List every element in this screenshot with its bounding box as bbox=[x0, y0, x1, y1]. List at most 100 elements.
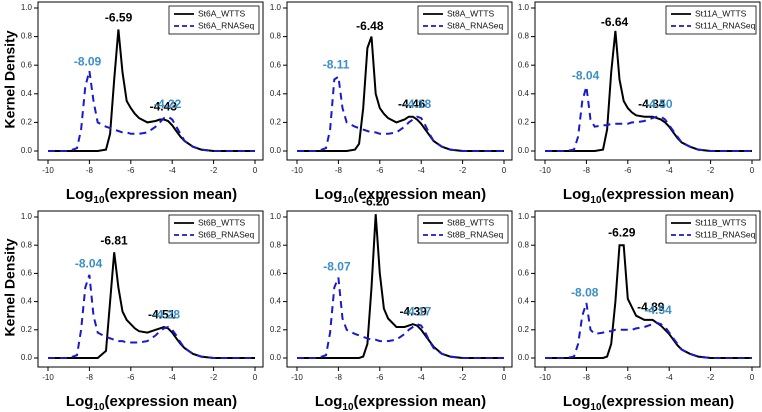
density-line bbox=[48, 274, 255, 359]
panel: 0.00.20.40.60.81.0-10 -8 -6 -4 -2 0Log10(expr… bbox=[270, 194, 513, 412]
legend-label: St6B_RNASeq bbox=[198, 229, 254, 239]
x-tick-label: -4 bbox=[169, 373, 177, 382]
x-axis-label-part: Log bbox=[66, 186, 94, 203]
peak-label: -4.84 bbox=[638, 97, 666, 111]
y-tick-label: 0.0 bbox=[21, 146, 33, 155]
x-tick-label: -4 bbox=[418, 166, 426, 175]
density-line bbox=[545, 30, 752, 152]
peak-label: -4.46 bbox=[398, 97, 426, 111]
plot-frame bbox=[37, 210, 264, 368]
panel: 0.00.20.40.60.81.0-10 -8 -6 -4 -2 0Log10(expr… bbox=[2, 210, 264, 412]
density-line bbox=[48, 70, 255, 152]
plot-frame bbox=[286, 210, 513, 368]
y-tick-label: 0.0 bbox=[518, 353, 530, 362]
x-tick-label: -2 bbox=[459, 373, 467, 382]
y-tick-label: 0.8 bbox=[21, 32, 33, 41]
x-axis-label-part: 10 bbox=[590, 195, 602, 206]
x-tick-label: -8 bbox=[86, 373, 94, 382]
y-tick-label: 0.6 bbox=[21, 60, 33, 69]
density-line bbox=[297, 74, 504, 152]
x-tick-label: 0 bbox=[750, 166, 755, 175]
plot-frame bbox=[286, 1, 513, 161]
x-tick-label: 0 bbox=[253, 373, 258, 382]
panel: 0.00.20.40.60.81.0-10 -8 -6 -4 -2 0Log10(expr… bbox=[270, 1, 513, 206]
x-tick-label: -10 bbox=[539, 373, 551, 382]
x-axis-label: Log10(expression mean) bbox=[66, 393, 237, 412]
x-tick-label: -2 bbox=[210, 166, 218, 175]
peak-label: -8.11 bbox=[323, 58, 350, 72]
y-tick-label: 0.4 bbox=[21, 297, 33, 306]
x-tick-label: -8 bbox=[583, 373, 591, 382]
peak-label: -4.54 bbox=[644, 303, 672, 317]
panel: 0.00.20.40.60.81.0-10 -8 -6 -4 -2 0Log10(expr… bbox=[518, 1, 761, 206]
y-tick-label: 0.6 bbox=[518, 269, 530, 278]
density-line bbox=[297, 214, 504, 359]
peak-label: -4.39 bbox=[399, 304, 427, 318]
x-tick-label: 0 bbox=[502, 166, 507, 175]
peak-label: -4.28 bbox=[153, 307, 181, 321]
legend-label: St6B_WTTS bbox=[198, 217, 246, 227]
legend: St6A_WTTS St6A_RNASeq bbox=[168, 5, 260, 35]
y-tick-label: 0.2 bbox=[518, 118, 530, 127]
y-tick-label: 1.0 bbox=[21, 3, 33, 12]
y-tick-label: 0.6 bbox=[21, 269, 33, 278]
x-tick-label: -6 bbox=[127, 373, 135, 382]
y-tick-label: 0.0 bbox=[21, 353, 33, 362]
peak-label: -8.04 bbox=[572, 68, 600, 82]
y-tick-label: 1.0 bbox=[518, 212, 530, 221]
panel: 0.00.20.40.60.81.0-10 -8 -6 -4 -2 0Log10(expr… bbox=[518, 210, 761, 412]
legend: St11B_WTTS St11B_RNASeq bbox=[665, 214, 757, 244]
y-tick-label: 0.6 bbox=[518, 60, 530, 69]
x-axis-label: Log10(expression mean) bbox=[315, 186, 486, 206]
legend-box bbox=[168, 214, 260, 244]
density-line bbox=[545, 244, 752, 359]
peak-label: -6.59 bbox=[105, 11, 133, 25]
legend-box bbox=[168, 5, 260, 35]
y-tick-label: 1.0 bbox=[21, 212, 33, 221]
legend: St8A_WTTS St8A_RNASeq bbox=[417, 5, 509, 35]
y-tick-label: 0.8 bbox=[518, 32, 530, 41]
y-tick-label: 0.8 bbox=[270, 32, 282, 41]
peak-label: -8.09 bbox=[74, 55, 102, 69]
peak-label: -6.81 bbox=[100, 234, 128, 248]
x-tick-label: -2 bbox=[707, 166, 715, 175]
peak-label: -8.04 bbox=[75, 256, 103, 270]
peak-label: -6.48 bbox=[356, 19, 384, 33]
y-tick-label: 0.8 bbox=[21, 240, 33, 249]
x-axis-label-part: 10 bbox=[93, 195, 105, 206]
x-tick-label: -6 bbox=[376, 166, 384, 175]
y-tick-label: 0.2 bbox=[270, 118, 282, 127]
x-tick-label: -2 bbox=[210, 373, 218, 382]
x-tick-label: -2 bbox=[459, 166, 467, 175]
legend: St11A_WTTS St11A_RNASeq bbox=[665, 5, 757, 35]
x-axis-label-part: Log bbox=[315, 186, 343, 203]
y-tick-label: 0.4 bbox=[518, 89, 530, 98]
x-axis-label-part: Log bbox=[563, 393, 591, 410]
peak-label: -8.08 bbox=[571, 286, 599, 300]
x-tick-label: -8 bbox=[583, 166, 591, 175]
legend-label: St11A_WTTS bbox=[695, 8, 747, 18]
peak-label: -4.51 bbox=[148, 308, 176, 322]
x-axis-label-part: Log bbox=[315, 393, 343, 410]
x-tick-label: -4 bbox=[666, 373, 674, 382]
x-tick-label: -8 bbox=[86, 166, 94, 175]
y-tick-label: 0.0 bbox=[270, 146, 282, 155]
legend-label: St6A_RNASeq bbox=[198, 20, 254, 30]
y-axis-label: Kernel Density bbox=[2, 238, 18, 336]
plot-frame bbox=[37, 1, 264, 161]
peak-label: -4.22 bbox=[154, 97, 182, 111]
y-tick-label: 0.0 bbox=[270, 353, 282, 362]
x-axis-label-part: Log bbox=[563, 186, 591, 203]
peak-label: -6.20 bbox=[362, 194, 390, 208]
y-tick-label: 1.0 bbox=[270, 3, 282, 12]
y-tick-label: 0.0 bbox=[518, 146, 530, 155]
peak-label: -4.43 bbox=[150, 100, 178, 114]
legend: St6B_WTTS St6B_RNASeq bbox=[168, 214, 260, 244]
x-axis-label-part: 10 bbox=[342, 402, 354, 412]
y-tick-label: 0.4 bbox=[270, 297, 282, 306]
plot-frame bbox=[534, 1, 761, 161]
density-line bbox=[297, 36, 504, 152]
y-axis-label: Kernel Density bbox=[2, 30, 18, 128]
y-tick-label: 0.2 bbox=[21, 118, 33, 127]
peak-label: -6.64 bbox=[601, 15, 629, 29]
